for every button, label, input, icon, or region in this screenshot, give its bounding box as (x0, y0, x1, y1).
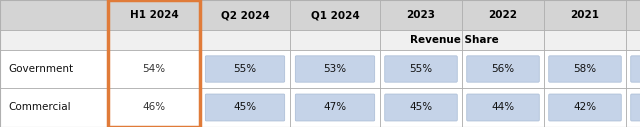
Text: Q1 2024: Q1 2024 (310, 10, 360, 20)
Text: H1 2024: H1 2024 (130, 10, 179, 20)
FancyBboxPatch shape (548, 94, 621, 121)
Bar (0, 50, 108, 88)
Bar (108, 0, 200, 127)
Text: Revenue Share: Revenue Share (410, 35, 499, 45)
Text: 46%: 46% (143, 102, 166, 113)
Bar (544, 88, 626, 127)
Bar (462, 0, 544, 30)
FancyBboxPatch shape (205, 56, 285, 82)
Bar (380, 30, 462, 50)
Bar (462, 30, 544, 50)
Bar (200, 0, 290, 30)
FancyBboxPatch shape (631, 56, 640, 82)
Text: 55%: 55% (410, 64, 433, 74)
Text: 2023: 2023 (406, 10, 435, 20)
FancyBboxPatch shape (548, 56, 621, 82)
Bar (108, 88, 200, 127)
Bar (626, 30, 640, 50)
Bar (200, 30, 290, 50)
Bar (626, 50, 640, 88)
Bar (544, 50, 626, 88)
Bar (544, 0, 626, 30)
Bar (290, 0, 380, 30)
Bar (462, 50, 544, 88)
Bar (290, 88, 380, 127)
Bar (380, 0, 462, 30)
FancyBboxPatch shape (385, 56, 457, 82)
Bar (626, 88, 640, 127)
Bar (380, 88, 462, 127)
Bar (290, 50, 380, 88)
Bar (200, 88, 290, 127)
Text: Government: Government (9, 64, 74, 74)
Bar (108, 0, 200, 30)
FancyBboxPatch shape (205, 94, 285, 121)
Text: 45%: 45% (234, 102, 257, 113)
FancyBboxPatch shape (467, 56, 540, 82)
FancyBboxPatch shape (631, 94, 640, 121)
Text: 47%: 47% (323, 102, 347, 113)
Bar (108, 30, 200, 50)
Text: 45%: 45% (410, 102, 433, 113)
Text: 2021: 2021 (570, 10, 600, 20)
FancyBboxPatch shape (467, 94, 540, 121)
Text: 53%: 53% (323, 64, 347, 74)
Bar (108, 50, 200, 88)
Text: 44%: 44% (492, 102, 515, 113)
Bar (0, 0, 108, 30)
Bar (200, 50, 290, 88)
Text: 56%: 56% (492, 64, 515, 74)
Text: Commercial: Commercial (9, 102, 71, 113)
Text: 58%: 58% (573, 64, 596, 74)
Bar (626, 0, 640, 30)
Bar (0, 30, 108, 50)
Text: 55%: 55% (234, 64, 257, 74)
Text: Q2 2024: Q2 2024 (221, 10, 269, 20)
Bar (462, 88, 544, 127)
Text: 2022: 2022 (488, 10, 518, 20)
Text: 42%: 42% (573, 102, 596, 113)
Bar (290, 30, 380, 50)
Bar (380, 50, 462, 88)
FancyBboxPatch shape (295, 94, 374, 121)
FancyBboxPatch shape (295, 56, 374, 82)
Bar (0, 88, 108, 127)
FancyBboxPatch shape (385, 94, 457, 121)
Bar (544, 30, 626, 50)
Text: 54%: 54% (143, 64, 166, 74)
